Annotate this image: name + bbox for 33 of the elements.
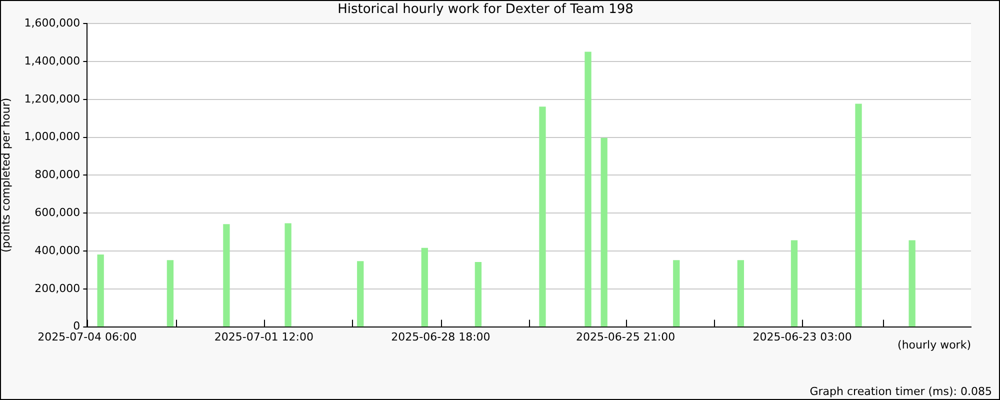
bar [284,223,292,327]
x-tick-label: 2025-07-01 12:00 [214,330,314,344]
text: Graph creation timer (ms): 0.085 [810,384,992,398]
bar [584,52,592,327]
y-tick-label: 400,000 [34,244,80,257]
y-tick-label: 200,000 [34,282,80,295]
x-tick-label: 2025-06-23 03:00 [752,330,852,344]
bar [539,106,546,327]
bar [357,261,364,327]
x-tick-label: 2025-07-04 06:00 [38,330,137,344]
y-tick-label: 1,600,000 [24,16,80,30]
y-tick-label: 1,400,000 [24,54,80,68]
x-axis-title: (hourly work) [898,338,971,352]
bar [737,260,744,327]
y-tick-label: 1,000,000 [24,130,80,144]
y-tick-label: 0 [73,320,80,333]
bar [421,248,428,327]
y-tick-label: 600,000 [34,206,80,219]
x-tick-label: 2025-06-28 18:00 [391,330,490,344]
bar [223,224,230,327]
bar [790,240,798,327]
bar [600,138,608,327]
bar [97,254,104,327]
bar [474,262,482,327]
bar [855,104,862,327]
bar [908,240,916,327]
y-tick-label: 800,000 [34,168,80,182]
chart-title: Historical hourly work for Dexter of Team 198 [338,2,634,18]
bar [166,260,174,327]
bar [673,260,680,327]
x-tick-label: 2025-06-25 21:00 [576,330,676,344]
y-tick-label: 1,200,000 [24,92,80,106]
y-axis-title: (points completed per hour) [0,98,12,253]
